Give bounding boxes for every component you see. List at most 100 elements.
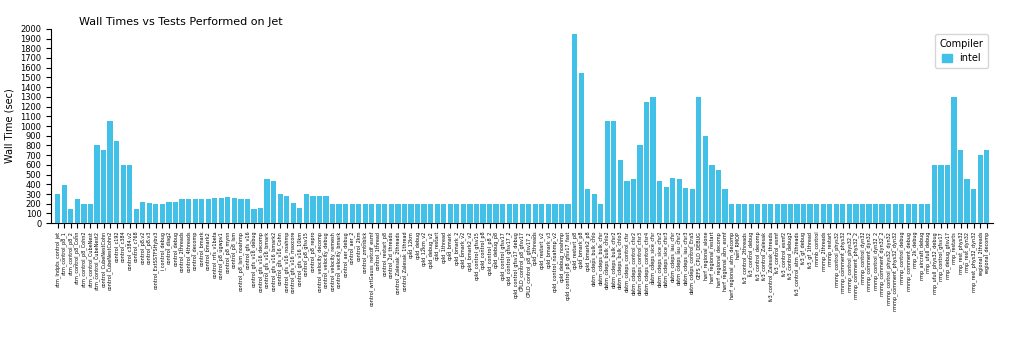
Bar (559, 204, 564, 223)
Bar (94, 145, 99, 223)
Bar (356, 204, 361, 223)
Bar (455, 204, 460, 223)
Bar (919, 204, 924, 223)
Y-axis label: Wall Time (sec): Wall Time (sec) (5, 89, 14, 163)
Bar (140, 202, 145, 223)
Bar (905, 204, 911, 223)
Bar (579, 72, 584, 223)
Bar (880, 204, 885, 223)
Bar (631, 179, 636, 223)
Bar (840, 204, 846, 223)
Bar (585, 189, 590, 223)
Bar (193, 199, 198, 223)
Bar (186, 199, 191, 223)
Bar (893, 204, 898, 223)
Bar (565, 204, 570, 223)
Bar (984, 150, 989, 223)
Bar (899, 204, 904, 223)
Bar (598, 204, 603, 223)
Bar (926, 204, 931, 223)
Bar (644, 102, 649, 223)
Bar (69, 208, 74, 223)
Bar (540, 204, 545, 223)
Bar (690, 189, 695, 223)
Bar (75, 199, 80, 223)
Bar (494, 204, 499, 223)
Bar (808, 204, 813, 223)
Bar (526, 204, 531, 223)
Bar (245, 199, 250, 223)
Bar (121, 165, 126, 223)
Bar (696, 97, 701, 223)
Bar (337, 204, 342, 223)
Bar (702, 136, 708, 223)
Bar (219, 198, 224, 223)
Legend: intel: intel (935, 34, 988, 68)
Bar (886, 204, 891, 223)
Bar (860, 204, 865, 223)
Bar (938, 165, 943, 223)
Bar (330, 204, 335, 223)
Bar (389, 204, 394, 223)
Bar (945, 165, 950, 223)
Bar (88, 204, 93, 223)
Bar (395, 204, 400, 223)
Bar (604, 121, 610, 223)
Bar (611, 121, 616, 223)
Bar (324, 196, 329, 223)
Bar (670, 177, 675, 223)
Bar (625, 181, 630, 223)
Bar (617, 160, 623, 223)
Bar (133, 208, 139, 223)
Bar (447, 204, 453, 223)
Bar (401, 204, 408, 223)
Bar (965, 179, 970, 223)
Bar (650, 97, 655, 223)
Bar (108, 121, 113, 223)
Bar (382, 204, 387, 223)
Bar (264, 179, 269, 223)
Bar (278, 194, 283, 223)
Bar (827, 204, 833, 223)
Bar (291, 203, 296, 223)
Bar (127, 165, 132, 223)
Bar (912, 204, 918, 223)
Bar (592, 194, 597, 223)
Bar (716, 170, 721, 223)
Bar (657, 181, 663, 223)
Bar (749, 204, 754, 223)
Bar (271, 181, 276, 223)
Bar (316, 196, 322, 223)
Bar (932, 165, 937, 223)
Bar (866, 204, 871, 223)
Bar (474, 204, 479, 223)
Bar (225, 197, 230, 223)
Bar (762, 204, 767, 223)
Bar (114, 140, 119, 223)
Bar (847, 204, 852, 223)
Bar (552, 204, 557, 223)
Bar (729, 204, 734, 223)
Bar (480, 204, 485, 223)
Bar (310, 196, 315, 223)
Bar (853, 204, 858, 223)
Bar (768, 204, 773, 223)
Bar (199, 199, 205, 223)
Bar (486, 204, 493, 223)
Bar (55, 194, 60, 223)
Bar (258, 208, 263, 223)
Bar (957, 150, 964, 223)
Bar (710, 165, 715, 223)
Bar (532, 204, 538, 223)
Bar (422, 204, 427, 223)
Bar (814, 204, 819, 223)
Bar (252, 208, 257, 223)
Bar (951, 97, 956, 223)
Bar (572, 33, 578, 223)
Bar (664, 187, 669, 223)
Bar (428, 204, 433, 223)
Bar (409, 204, 414, 223)
Bar (101, 150, 106, 223)
Bar (787, 204, 793, 223)
Bar (179, 199, 184, 223)
